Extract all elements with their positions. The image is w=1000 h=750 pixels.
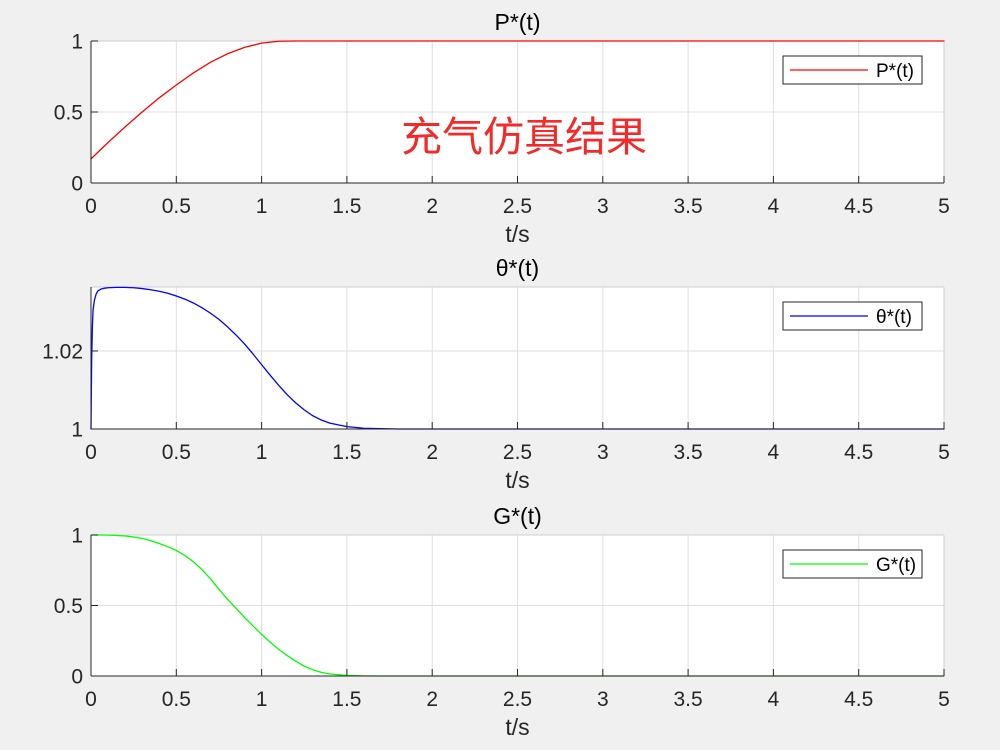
x-tick-label: 0.5 — [162, 441, 191, 464]
legend: P*(t) — [782, 55, 923, 85]
x-tick-label: 1 — [256, 195, 268, 218]
x-tick-label: 1 — [256, 441, 268, 464]
x-tick-label: 0.5 — [162, 195, 191, 218]
legend: G*(t) — [782, 549, 923, 579]
x-tick-label: 4.5 — [844, 688, 873, 711]
subplot-2: 0 0.5 1 1.5 2 2.5 3 3.5 4 4.5 5 1 1.02 θ*(t) t/s θ*(t) — [42, 255, 950, 493]
x-axis-label: t/s — [505, 714, 529, 740]
x-tick-label: 2 — [426, 195, 438, 218]
x-tick-label: 1.5 — [332, 688, 361, 711]
x-tick-label: 5 — [938, 195, 950, 218]
x-tick-label: 3.5 — [673, 688, 702, 711]
legend-entry-label: G*(t) — [876, 555, 916, 576]
subplot-title: P*(t) — [495, 9, 541, 35]
x-tick-label: 2 — [426, 688, 438, 711]
x-tick-label: 1.5 — [332, 441, 361, 464]
x-tick-label: 3.5 — [673, 441, 702, 464]
subplot-3: 0 0.5 1 1.5 2 2.5 3 3.5 4 4.5 5 0 0.5 1 G*(t) t/s G*(t) — [54, 503, 950, 740]
x-tick-label: 3 — [597, 441, 609, 464]
x-tick-label: 1 — [256, 688, 268, 711]
x-tick-label: 3 — [597, 688, 609, 711]
y-tick-label: 0.5 — [54, 102, 83, 125]
x-tick-label: 5 — [938, 688, 950, 711]
x-tick-label: 5 — [938, 441, 950, 464]
x-tick-label: 2 — [426, 441, 438, 464]
x-tick-label: 0 — [85, 688, 97, 711]
legend-entry-label: P*(t) — [876, 61, 914, 82]
y-tick-label: 0 — [71, 666, 83, 689]
x-tick-label: 0 — [85, 195, 97, 218]
x-tick-label: 4.5 — [844, 195, 873, 218]
series-line-1-1 — [90, 40, 945, 160]
x-axis-label: t/s — [505, 467, 529, 493]
chart-annotation: 充气仿真结果 — [401, 113, 647, 161]
subplot-1: 0 0.5 1 1.5 2 2.5 3 3.5 4 4.5 5 0 0.5 1 P*(t) t/s P*(t) 充… — [54, 9, 950, 247]
x-tick-label: 3 — [597, 195, 609, 218]
y-tick-label: 0 — [71, 173, 83, 196]
x-tick-label: 2.5 — [503, 441, 532, 464]
y-tick-label: 0.5 — [54, 595, 83, 618]
series-line-2-1 — [90, 286, 945, 430]
y-tick-label: 1 — [71, 525, 83, 548]
x-tick-label: 2.5 — [503, 195, 532, 218]
y-tick-label: 1.02 — [42, 340, 83, 363]
x-tick-label: 0 — [85, 441, 97, 464]
y-tick-label: 1 — [71, 419, 83, 442]
x-axis-label: t/s — [505, 221, 529, 247]
x-tick-label: 0.5 — [162, 688, 191, 711]
x-tick-label: 1.5 — [332, 195, 361, 218]
x-tick-label: 2.5 — [503, 688, 532, 711]
x-tick-label: 4 — [768, 441, 780, 464]
x-tick-label: 4 — [768, 195, 780, 218]
x-tick-label: 3.5 — [673, 195, 702, 218]
legend-entry-label: θ*(t) — [876, 307, 912, 328]
subplot-title: G*(t) — [493, 503, 542, 529]
legend: θ*(t) — [782, 301, 923, 331]
subplot-title: θ*(t) — [496, 255, 539, 281]
x-tick-label: 4 — [768, 688, 780, 711]
y-tick-label: 1 — [71, 31, 83, 54]
x-tick-label: 4.5 — [844, 441, 873, 464]
